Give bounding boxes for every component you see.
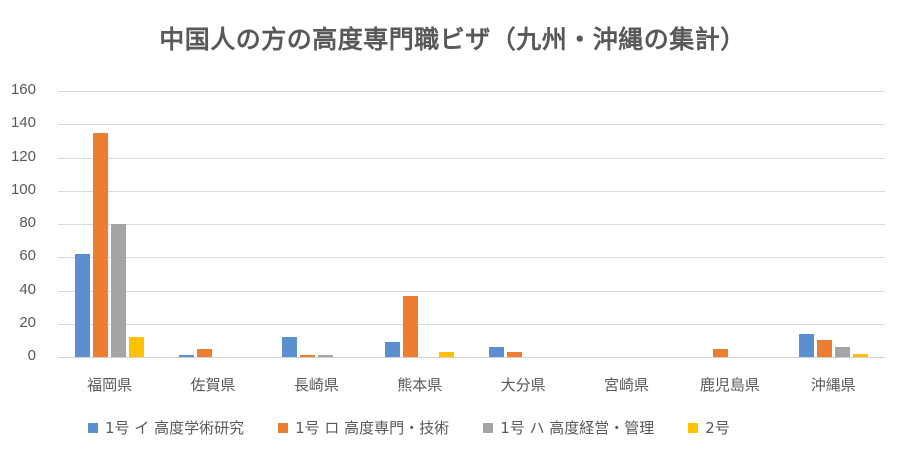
bar: [129, 337, 145, 357]
gridline: [58, 157, 885, 159]
bar: [385, 342, 401, 357]
gridline: [58, 357, 885, 358]
bar: [178, 355, 194, 357]
bar: [317, 355, 333, 357]
bar-group: [385, 91, 455, 357]
bar-group: [281, 91, 351, 357]
legend-item: 1号 イ 高度学術研究: [88, 417, 244, 438]
y-tick-label: 60: [19, 247, 36, 265]
bar: [834, 347, 850, 357]
bar: [852, 353, 868, 357]
x-tick-label: 宮崎県: [604, 376, 650, 394]
bar-group: [178, 91, 248, 357]
bar-group: [488, 91, 558, 357]
y-tick-label: 100: [10, 180, 36, 198]
legend-label: 1号 ハ 高度経営・管理: [500, 419, 655, 437]
bar: [196, 348, 212, 357]
y-tick-label: 20: [19, 313, 36, 331]
legend-swatch-icon: [278, 422, 289, 433]
bar: [488, 347, 504, 357]
bar: [111, 224, 127, 357]
x-tick-label: 沖縄県: [810, 376, 856, 394]
bar-group: [798, 91, 868, 357]
y-tick-label: 0: [27, 347, 36, 364]
x-tick-label: 鹿児島県: [699, 376, 760, 394]
legend-label: 2号: [705, 419, 730, 437]
y-tick-label: 80: [19, 214, 36, 231]
bar-group: [75, 91, 145, 357]
gridline: [58, 290, 885, 292]
plot-area: [58, 91, 885, 358]
x-tick-label: 長崎県: [293, 376, 339, 394]
bar: [93, 132, 109, 357]
bar: [798, 333, 814, 357]
bar: [299, 355, 315, 357]
x-tick-label: 佐賀県: [190, 376, 236, 394]
legend-swatch-icon: [688, 422, 699, 433]
y-tick-label: 120: [10, 147, 36, 165]
bar: [403, 295, 419, 357]
bar: [439, 352, 455, 357]
y-tick-label: 160: [10, 81, 36, 98]
x-tick-label: 大分県: [500, 376, 546, 394]
legend-label: 1号 ロ 高度専門・技術: [295, 419, 450, 437]
bar-group: [592, 91, 661, 357]
gridline: [58, 224, 885, 225]
y-tick-label: 140: [10, 114, 36, 132]
legend-swatch-icon: [483, 422, 494, 433]
bar: [506, 352, 522, 357]
legend-label: 1号 イ 高度学術研究: [105, 419, 245, 437]
bar: [816, 340, 832, 357]
bar: [713, 348, 729, 357]
x-tick-label: 熊本県: [397, 376, 443, 394]
y-tick-label: 40: [19, 280, 36, 298]
bar: [75, 253, 91, 357]
chart-title: 中国人の方の高度専門職ビザ（九州・沖縄の集計）: [159, 25, 746, 54]
gridline: [58, 323, 885, 325]
bar: [281, 337, 297, 357]
legend-item: 2号: [688, 417, 730, 438]
bar-group: [695, 91, 764, 357]
gridline: [58, 124, 885, 126]
gridline: [58, 257, 885, 259]
gridline: [58, 91, 885, 92]
gridline: [58, 190, 885, 192]
legend-swatch-icon: [88, 422, 98, 433]
legend-item: 1号 ロ 高度専門・技術: [278, 417, 449, 438]
legend-item: 1号 ハ 高度経営・管理: [483, 417, 654, 438]
legend: 1号 イ 高度学術研究 1号 ロ 高度専門・技術 1号 ハ 高度経営・管理 2号: [88, 417, 764, 438]
x-tick-label: 福岡県: [87, 376, 133, 394]
